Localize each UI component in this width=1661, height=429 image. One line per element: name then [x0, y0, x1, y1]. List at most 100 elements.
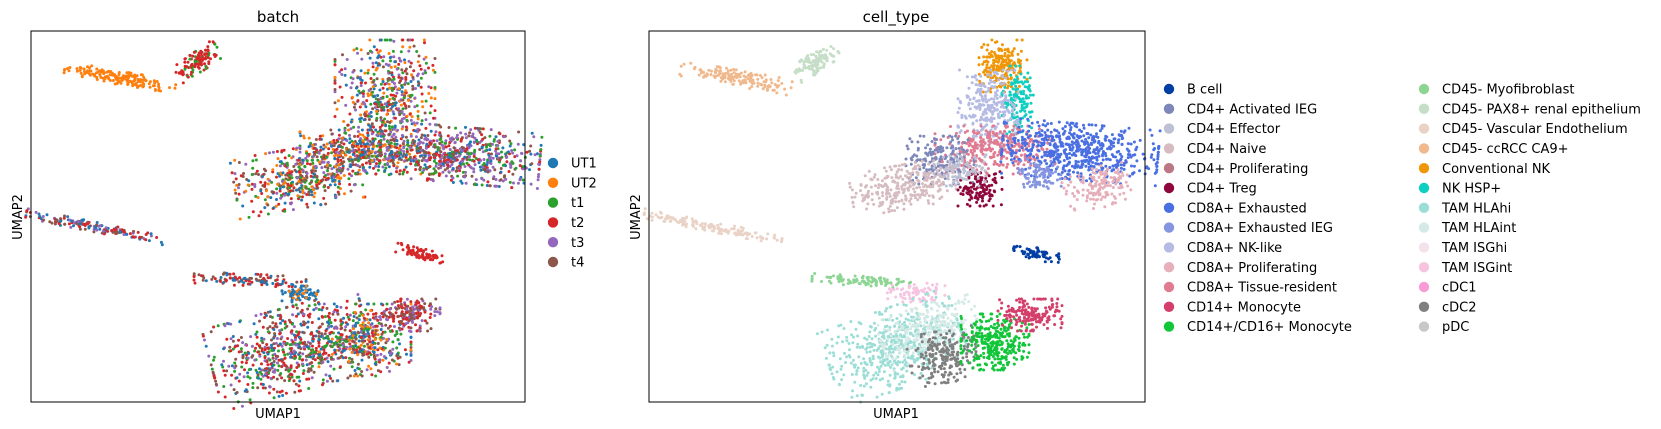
legend-label-tam-hlaint: TAM HLAint [1441, 221, 1516, 236]
legend-marker-t2 [547, 217, 559, 228]
legend-marker-cd8a-nk-like [1163, 242, 1175, 253]
legend-marker-tam-isghi [1418, 242, 1430, 253]
legend-label-tam-isghi: TAM ISGhi [1441, 241, 1507, 256]
legend-marker-conventional-nk [1418, 163, 1430, 174]
batch-y-axis-label: UMAP2 [11, 194, 26, 240]
legend-label-cd4-activated-ieg: CD4+ Activated IEG [1187, 102, 1317, 117]
legend-label-cd45-myofibroblast: CD45- Myofibroblast [1442, 83, 1574, 98]
batch-cluster-left-streak [24, 207, 164, 247]
legend-marker-cd45-vascular-endothelium [1418, 123, 1430, 134]
legend-marker-cdc2 [1418, 301, 1430, 312]
cell-cluster-cd14 [996, 297, 1064, 333]
cell-type-title: cell_type [863, 8, 930, 27]
cell-type-y-axis-label: UMAP2 [629, 194, 644, 240]
legend-label-cd14-monocyte: CD14+ Monocyte [1187, 300, 1301, 315]
batch-cluster-mid-streak [192, 271, 308, 289]
batch-cluster-left-arm [228, 140, 368, 221]
batch-title: batch [257, 8, 299, 26]
legend-label-cd45-ccrcc-ca9: CD45- ccRCC CA9+ [1442, 142, 1569, 157]
legend-marker-pdc [1418, 321, 1430, 332]
legend-marker-cd45-pax8-renal-epithelium [1418, 103, 1430, 115]
cell-type-plot-frame [648, 30, 1146, 403]
batch-cluster-top-left [62, 64, 178, 93]
legend-label-cd8a-tissue-resident: CD8A+ Tissue-resident [1187, 281, 1337, 296]
legend-marker-t4 [547, 256, 559, 268]
legend-label-cd14-cd16-monocyte: CD14+/CD16+ Monocyte [1187, 320, 1352, 335]
batch-legend: UT1 UT2 t1 t2 t3 t4 [547, 157, 597, 271]
legend-marker-cd45-myofibroblast [1418, 83, 1430, 95]
legend-label-t1: t1 [571, 196, 584, 211]
batch-cluster-mid-blue [280, 284, 320, 304]
legend-marker-cd8a-exhausted-ieg [1163, 222, 1175, 233]
cell-cluster-ccrcc [678, 61, 794, 97]
legend-marker-nk-hsp [1418, 182, 1430, 194]
batch-x-axis-label: UMAP1 [255, 407, 301, 422]
cell-cluster-cd4-effector [932, 152, 988, 188]
batch-cluster-top-mid [174, 40, 222, 85]
legend-label-cd4-effector: CD4+ Effector [1187, 122, 1281, 137]
legend-marker-b-cell [1163, 83, 1175, 95]
legend-marker-tam-isgint [1418, 262, 1430, 273]
batch-cluster-right-arm [376, 121, 544, 190]
legend-marker-cdc1 [1418, 281, 1430, 293]
cell-cluster-tam-isgint [885, 281, 947, 304]
legend-label-cdc1: cDC1 [1442, 281, 1477, 296]
legend-marker-cd8a-proliferating [1163, 262, 1175, 273]
legend-label-ut2: UT2 [571, 176, 597, 191]
legend-label-cd4-treg: CD4+ Treg [1187, 182, 1257, 197]
legend-marker-cd8a-tissue-resident [1163, 281, 1175, 293]
cell-cluster-vascular [642, 207, 784, 244]
cell-type-panel: cell_type UMAP1 UMAP2 B cell CD4+ Activat… [629, 8, 1641, 422]
legend-label-b-cell: B cell [1187, 83, 1222, 98]
legend-label-t3: t3 [571, 236, 584, 251]
batch-cluster-bottom-right [374, 297, 442, 333]
cell-cluster-cdc2 [905, 324, 979, 388]
cell-cluster-cd14-cd16 [959, 312, 1031, 372]
batch-panel: batch UMAP1 UMAP2 UT1 UT2 t1 t2 t3 t4 [11, 8, 597, 422]
legend-label-cd4-proliferating: CD4+ Proliferating [1187, 162, 1308, 177]
cell-cluster-cd8-exhausted [999, 117, 1162, 188]
legend-marker-cd4-activated-ieg [1163, 103, 1175, 115]
cell-type-legend: B cell CD4+ Activated IEG CD4+ Effector CD4… [1163, 83, 1641, 335]
legend-marker-ut1 [547, 157, 559, 169]
cell-cluster-cd8-proliferating [1060, 161, 1133, 212]
legend-label-cd45-vascular-endothelium: CD45- Vascular Endothelium [1442, 122, 1628, 137]
legend-marker-tam-hlahi [1418, 202, 1430, 213]
legend-label-cd8a-exhausted-ieg: CD8A+ Exhausted IEG [1187, 221, 1333, 236]
batch-points [24, 38, 544, 410]
legend-label-cd4-naive: CD4+ Naive [1187, 142, 1266, 157]
legend-label-nk-hsp: NK HSP+ [1442, 182, 1501, 197]
legend-label-tam-isgint: TAM ISGint [1441, 261, 1512, 276]
batch-cluster-bottom-mid [317, 302, 413, 378]
legend-label-cd8a-exhausted: CD8A+ Exhausted [1187, 201, 1307, 216]
legend-label-cd45-pax8-renal-epithelium: CD45- PAX8+ renal epithelium [1442, 102, 1641, 117]
legend-label-t2: t2 [571, 216, 584, 231]
cell-cluster-cd4-naive [848, 159, 958, 215]
legend-marker-ut2 [547, 177, 559, 188]
cell-type-x-axis-label: UMAP1 [873, 407, 919, 422]
legend-marker-cd14-monocyte [1163, 301, 1175, 312]
legend-label-ut1: UT1 [571, 157, 597, 172]
legend-label-t4: t4 [571, 256, 584, 271]
legend-label-tam-hlahi: TAM HLAhi [1441, 201, 1511, 216]
cell-cluster-cd4-treg [956, 168, 1004, 208]
cell-cluster-b-cell [1012, 244, 1061, 264]
legend-label-cdc2: cDC2 [1442, 300, 1477, 315]
cell-type-points [642, 38, 1162, 404]
legend-marker-cd4-proliferating [1163, 163, 1175, 174]
legend-marker-t1 [547, 197, 559, 208]
legend-marker-cd8a-exhausted [1163, 202, 1175, 213]
cell-cluster-nk-hsp [1000, 64, 1035, 136]
legend-marker-cd4-treg [1163, 182, 1175, 194]
legend-marker-t3 [547, 237, 559, 248]
legend-marker-cd4-naive [1163, 143, 1175, 154]
cell-cluster-myofibroblast [810, 272, 916, 290]
legend-marker-cd4-effector [1163, 123, 1175, 134]
legend-label-conventional-nk: Conventional NK [1442, 162, 1551, 177]
legend-label-cd8a-proliferating: CD8A+ Proliferating [1187, 261, 1317, 276]
legend-marker-tam-hlaint [1418, 222, 1430, 233]
legend-label-pdc: pDC [1442, 320, 1469, 335]
batch-cluster-right-small [394, 241, 445, 265]
legend-marker-cd14-cd16-monocyte [1163, 321, 1175, 332]
